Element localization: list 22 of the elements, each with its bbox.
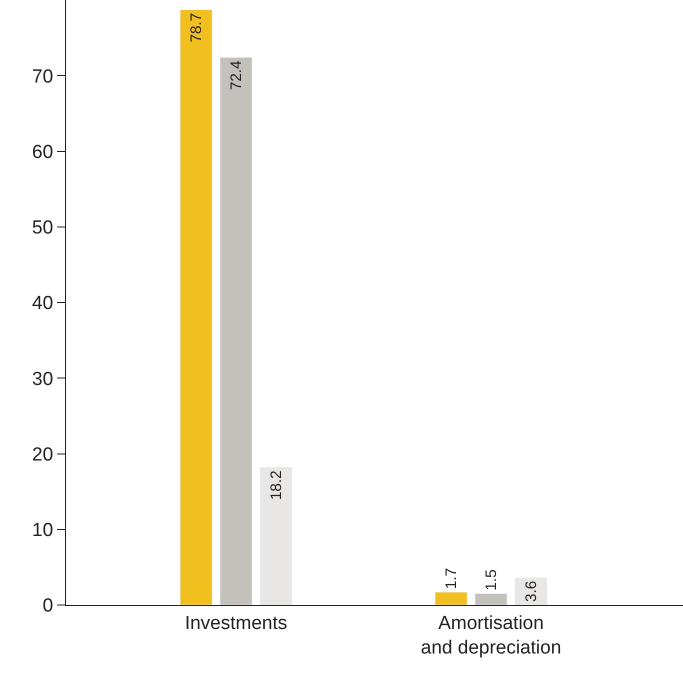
- bar: [434, 592, 468, 605]
- y-tick-label: 70: [32, 66, 54, 88]
- y-tick-label: 40: [32, 293, 54, 314]
- bar: [514, 578, 548, 605]
- x-tick-label: Investments: [184, 612, 288, 634]
- y-tick-label: 10: [32, 520, 54, 542]
- data-label: 18.2: [268, 470, 285, 500]
- bar: [180, 10, 212, 605]
- x-tick-label: Amortisation and depreciation: [420, 612, 562, 658]
- data-label: 1.7: [443, 568, 460, 590]
- y-tick-label: 0: [42, 596, 54, 617]
- y-tick-label: 20: [32, 444, 54, 466]
- y-tick-label: 30: [32, 368, 54, 390]
- y-tick-label: 60: [32, 142, 54, 163]
- data-label: 1.5: [482, 569, 500, 591]
- data-label: 78.7: [188, 12, 206, 43]
- data-label: 72.4: [228, 60, 245, 90]
- bar: [260, 467, 292, 605]
- data-label: 3.6: [522, 580, 540, 602]
- bar: [474, 593, 508, 605]
- y-tick-label: 50: [32, 218, 54, 239]
- bar: [220, 57, 252, 605]
